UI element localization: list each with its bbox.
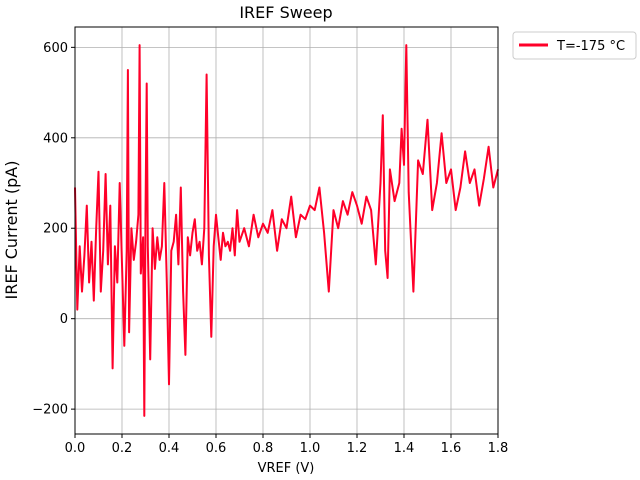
legend-box <box>512 31 637 60</box>
y-tick-label: −200 <box>32 403 68 418</box>
x-axis: 0.0 0.2 0.4 0.6 0.8 1.0 1.2 1.4 1.6 1.8 <box>65 434 509 456</box>
x-tick-label: 0.2 <box>112 441 133 456</box>
y-tick-label: 400 <box>43 131 68 146</box>
y-axis: −200 0 200 400 600 <box>32 41 75 418</box>
x-tick-label: 0.8 <box>253 441 274 456</box>
plot-frame <box>74 26 499 435</box>
y-tick-label: 0 <box>60 312 68 327</box>
legend: T=-175 °C <box>512 31 637 60</box>
y-axis-label: IREF Current (pA) <box>2 161 21 300</box>
y-tick-label: 200 <box>43 222 68 237</box>
x-tick-label: 1.0 <box>300 441 321 456</box>
x-axis-label: VREF (V) <box>258 461 315 476</box>
y-tick-label: 600 <box>43 41 68 56</box>
legend-label: T=-175 °C <box>556 39 625 54</box>
x-tick-label: 0.6 <box>206 441 227 456</box>
x-tick-label: 1.8 <box>488 441 509 456</box>
plot-area <box>74 44 499 417</box>
x-tick-label: 0.0 <box>65 441 86 456</box>
chart-title: IREF Sweep <box>239 3 332 22</box>
x-tick-label: 1.6 <box>441 441 462 456</box>
x-tick-label: 1.2 <box>347 441 368 456</box>
series-line <box>74 44 499 417</box>
x-tick-label: 1.4 <box>394 441 415 456</box>
x-tick-label: 0.4 <box>159 441 180 456</box>
